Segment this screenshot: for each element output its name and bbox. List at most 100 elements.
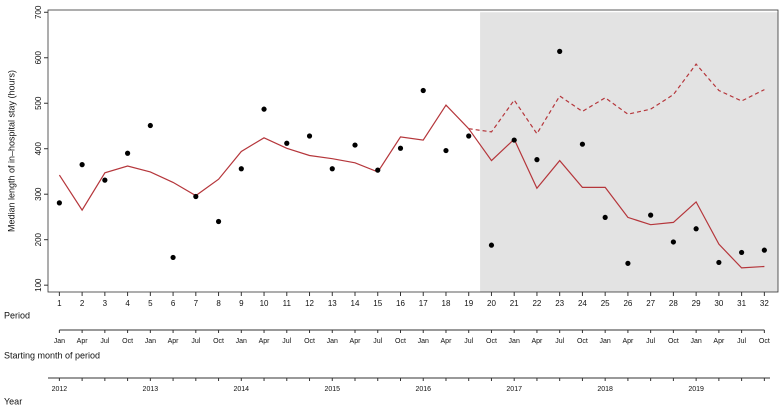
data-point (602, 214, 608, 221)
data-point (375, 167, 381, 173)
x-tick-label: 16 (396, 299, 405, 308)
month-label: Apr (350, 338, 362, 345)
month-label: Jan (327, 338, 338, 345)
x-tick-label: 3 (103, 299, 108, 308)
month-label: Apr (168, 338, 180, 345)
data-point (648, 212, 654, 218)
year-label: 2013 (143, 386, 159, 393)
data-point (693, 226, 699, 232)
month-label: Oct (304, 338, 315, 345)
month-label: Jan (54, 338, 65, 345)
data-point (761, 247, 767, 253)
x-tick-label: 15 (373, 299, 382, 308)
x-tick-label: 1 (57, 299, 62, 308)
data-point (511, 137, 517, 143)
x-axis-label: Period (4, 310, 30, 320)
x-tick-label: 14 (351, 299, 360, 308)
data-point (329, 166, 335, 172)
month-label: Jul (737, 338, 746, 345)
x-tick-label: 19 (464, 299, 473, 308)
data-point (238, 166, 244, 172)
series-line (468, 63, 765, 135)
data-point (102, 177, 108, 183)
data-point (193, 193, 199, 200)
x-tick-label: 25 (601, 299, 610, 308)
data-point (215, 218, 222, 225)
x-tick-label: 17 (419, 299, 428, 308)
x-tick-label: 8 (216, 299, 221, 308)
month-label: Jan (509, 338, 520, 345)
data-point (625, 260, 631, 266)
month-label: Jul (282, 338, 291, 345)
data-point (306, 133, 313, 139)
month-label: Oct (668, 338, 679, 345)
x-tick-label: 24 (578, 299, 587, 308)
x-tick-label: 2 (80, 299, 85, 308)
y-tick-label: 700 (34, 5, 43, 19)
series-line (58, 104, 765, 269)
y-tick-label: 300 (34, 187, 43, 201)
data-point (284, 140, 290, 146)
data-point (443, 147, 449, 154)
x-tick-label: 20 (487, 299, 496, 308)
month-label: Apr (77, 338, 89, 345)
y-axis-label: Median length of in–hospital stay (hours… (6, 70, 16, 232)
y-tick-label: 100 (34, 278, 43, 292)
y-tick-label: 400 (34, 142, 43, 156)
x-tick-label: 6 (171, 299, 176, 308)
x-tick-label: 7 (194, 299, 199, 308)
x-tick-label: 27 (646, 299, 655, 308)
y-tick-label: 200 (34, 232, 43, 246)
x-tick-label: 10 (260, 299, 269, 308)
x-tick-label: 5 (148, 299, 153, 308)
x-tick-label: 29 (692, 299, 701, 308)
month-label: Oct (122, 338, 133, 345)
data-point (466, 133, 472, 139)
x-tick-label: 11 (283, 299, 292, 308)
month-label: Jan (145, 338, 156, 345)
x-tick-label: 4 (125, 299, 130, 308)
data-point (261, 106, 267, 112)
data-point (397, 145, 404, 151)
y-tick-label: 600 (34, 51, 43, 65)
data-point (352, 142, 358, 148)
month-label: Apr (622, 338, 634, 345)
data-point (670, 239, 676, 245)
month-label: Apr (441, 338, 453, 345)
data-point (56, 200, 62, 206)
month-label: Apr (531, 338, 543, 345)
x-tick-label: 31 (737, 299, 746, 308)
month-label: Jul (646, 338, 655, 345)
month-label: Jan (236, 338, 247, 345)
data-point (147, 122, 153, 129)
data-point (488, 242, 495, 248)
month-label: Jul (191, 338, 200, 345)
month-axis-label: Starting month of period (4, 350, 100, 360)
month-label: Jul (464, 338, 473, 345)
year-label: 2018 (597, 386, 613, 393)
month-label: Oct (486, 338, 497, 345)
month-label: Oct (395, 338, 406, 345)
shaded-region (480, 12, 778, 292)
year-label: 2016 (415, 386, 431, 393)
x-tick-label: 32 (760, 299, 769, 308)
month-label: Jul (373, 338, 382, 345)
year-label: 2019 (688, 386, 704, 393)
year-label: 2017 (506, 386, 522, 393)
data-point (79, 162, 85, 168)
x-tick-label: 22 (532, 299, 541, 308)
plot-frame (47, 9, 779, 293)
year-axis-label: Year (4, 396, 22, 406)
month-label: Oct (213, 338, 224, 345)
year-label: 2015 (324, 386, 340, 393)
x-tick-label: 26 (623, 299, 632, 308)
x-tick-label: 21 (510, 299, 519, 308)
data-point (557, 48, 563, 54)
year-label: 2012 (52, 386, 68, 393)
month-label: Jul (100, 338, 109, 345)
month-label: Jan (690, 338, 701, 345)
month-label: Oct (759, 338, 770, 345)
x-tick-label: 12 (305, 299, 314, 308)
data-point (534, 157, 540, 163)
